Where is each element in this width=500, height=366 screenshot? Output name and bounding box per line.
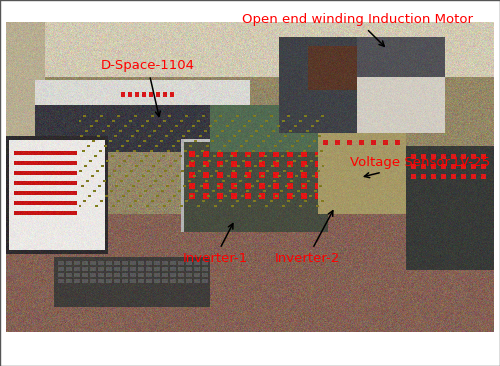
Text: Open end winding Induction Motor: Open end winding Induction Motor [242, 13, 472, 46]
Text: Inverter-2: Inverter-2 [275, 211, 340, 265]
Text: Voltage Sensor LV-25: Voltage Sensor LV-25 [350, 156, 490, 178]
Text: Inverter-1: Inverter-1 [182, 224, 248, 265]
Text: D-Space-1104: D-Space-1104 [100, 59, 194, 116]
